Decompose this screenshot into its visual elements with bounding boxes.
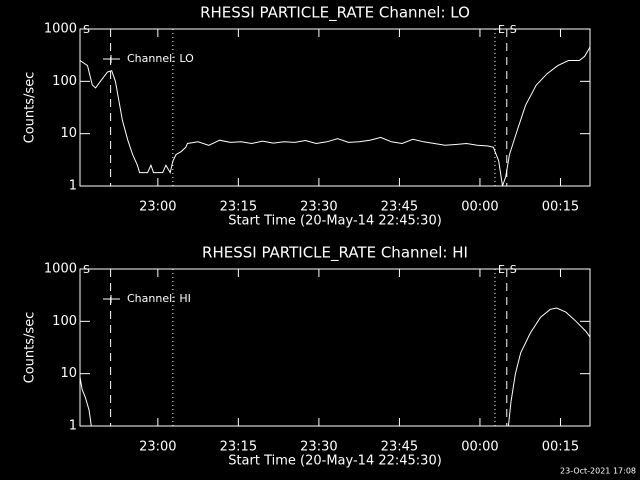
y-tick-label: 100 [52, 74, 77, 89]
x-tick-label: 23:30 [300, 200, 337, 215]
y-tick-label: 100 [52, 314, 77, 329]
x-axis-label: Start Time (20-May-14 22:45:30) [228, 214, 442, 229]
legend-label: Channel: LO [127, 52, 194, 65]
x-tick-label: 23:30 [300, 440, 337, 455]
x-tick-label: 23:45 [381, 440, 418, 455]
x-tick-label: 00:00 [461, 440, 498, 455]
data-line [79, 307, 591, 427]
y-tick-label: 1 [69, 179, 77, 194]
x-tick-label: 23:15 [220, 200, 257, 215]
y-tick-label: 1 [69, 419, 77, 434]
x-tick-label: 23:45 [381, 200, 418, 215]
marker-label: S [83, 23, 90, 36]
marker-label: S [510, 23, 517, 36]
y-axis-label: Counts/sec [23, 72, 38, 144]
x-tick-label: 00:15 [542, 200, 579, 215]
x-tick-label: 23:00 [139, 440, 176, 455]
marker-label: S [510, 263, 517, 276]
data-line [79, 46, 591, 187]
y-tick-label: 1000 [44, 262, 77, 277]
chart-title: RHESSI PARTICLE_RATE Channel: HI [202, 244, 468, 263]
marker-label: E [498, 23, 505, 36]
y-axis-label: Counts/sec [23, 312, 38, 384]
y-tick-label: 10 [60, 126, 77, 141]
chart-title: RHESSI PARTICLE_RATE Channel: LO [200, 4, 470, 23]
x-axis-label: Start Time (20-May-14 22:45:30) [228, 454, 442, 469]
y-tick-label: 1000 [44, 22, 77, 37]
marker-label: E [498, 263, 505, 276]
x-tick-label: 00:00 [461, 200, 498, 215]
x-tick-label: 23:00 [139, 200, 176, 215]
timestamp: 23-Oct-2021 17:08 [560, 467, 636, 476]
marker-label: S [83, 263, 90, 276]
x-tick-label: 23:15 [220, 440, 257, 455]
legend-label: Channel: HI [127, 292, 191, 305]
x-tick-label: 00:15 [542, 440, 579, 455]
y-tick-label: 10 [60, 366, 77, 381]
